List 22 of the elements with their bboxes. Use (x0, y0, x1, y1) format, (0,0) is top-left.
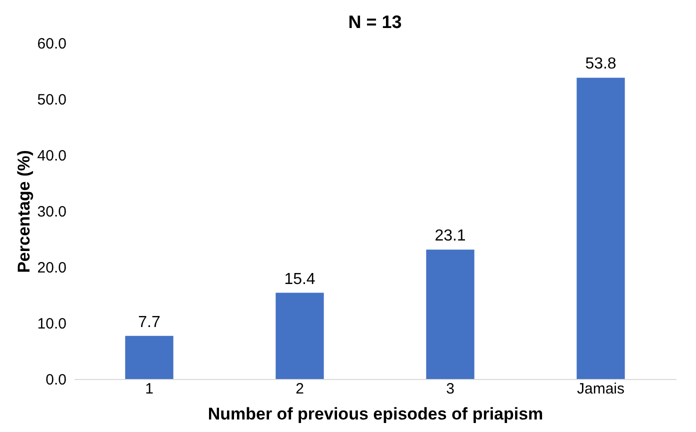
bar (276, 292, 324, 379)
x-tick-label: 3 (446, 380, 454, 398)
y-tick-label: 40.0 (37, 148, 66, 164)
data-label: 23.1 (434, 228, 466, 245)
y-axis-title: Percentage (%) (14, 150, 34, 273)
y-tick-label: 50.0 (37, 92, 66, 108)
bar (426, 250, 474, 379)
y-tick-label: 20.0 (37, 260, 66, 276)
x-tick-label: 1 (145, 380, 154, 398)
y-tick-label: 30.0 (37, 204, 66, 220)
y-tick-label: 60.0 (37, 36, 66, 52)
bar (125, 336, 174, 379)
x-tick-label: 2 (296, 380, 304, 398)
y-tick-label: 0.0 (46, 372, 66, 388)
data-label: 7.7 (138, 314, 160, 331)
bar (576, 78, 625, 379)
data-label: 53.8 (585, 56, 616, 73)
x-tick-label: Jamais (576, 380, 625, 398)
data-label: 15.4 (284, 270, 316, 288)
x-axis-title: Number of previous episodes of priapism (208, 404, 544, 424)
chart-title: N = 13 (348, 12, 402, 32)
y-tick-label: 10.0 (37, 316, 66, 332)
